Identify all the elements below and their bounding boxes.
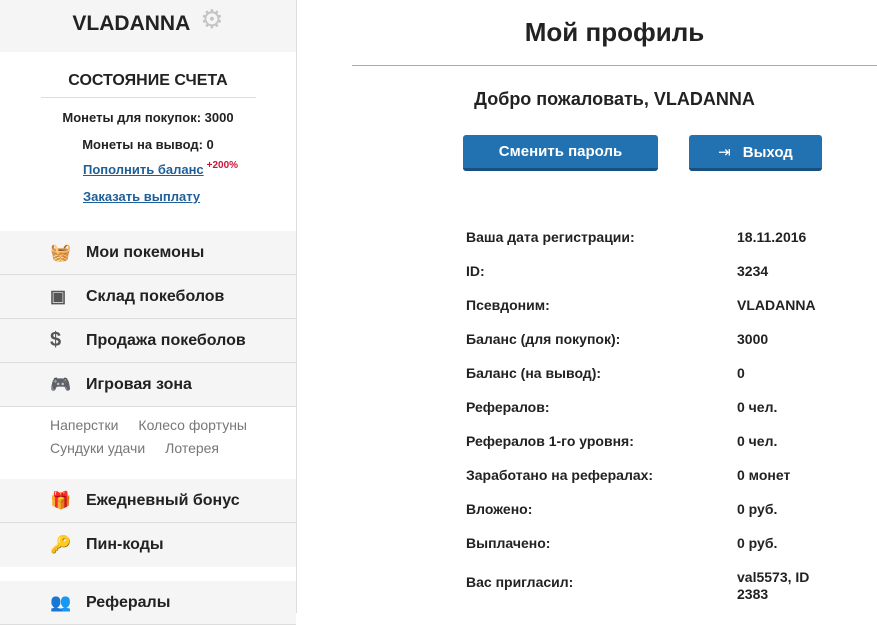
username: VLADANNA: [72, 12, 191, 35]
sidebar-item-pokeball-sale[interactable]: $ Продажа покеболов: [0, 319, 296, 363]
game-submenu: Наперстки Колесо фортуны Сундуки удачи Лот…: [0, 407, 296, 479]
gear-icon[interactable]: ⚙: [200, 3, 224, 34]
info-label: Вложено:: [466, 501, 533, 517]
info-value: 0 руб.: [737, 535, 778, 551]
main-content: Мой профиль Добро пожаловать, VLADANNA С…: [352, 0, 877, 602]
sidebar-item-label: Мои покемоны: [86, 243, 205, 261]
info-label: Вас пригласил:: [466, 574, 574, 590]
info-label: Баланс (на вывод):: [466, 365, 602, 381]
sidebar-item-daily-bonus[interactable]: 🎁 Ежедневный бонус: [0, 479, 296, 523]
sidebar-item-referrals[interactable]: 👥 Рефералы: [0, 581, 296, 625]
info-value: 0 монет: [737, 467, 791, 483]
logout-icon: ⇥: [718, 143, 731, 161]
account-title: СОСТОЯНИЕ СЧЕТА: [40, 72, 256, 98]
account-status: СОСТОЯНИЕ СЧЕТА Монеты для покупок: 3000…: [0, 52, 296, 231]
game-link-thimbles[interactable]: Наперстки: [50, 417, 119, 433]
info-label: Баланс (для покупок):: [466, 331, 621, 347]
gift-icon: 🎁: [50, 490, 72, 510]
info-row: Вас пригласил: val5573, ID 2383: [466, 569, 837, 603]
info-label: ID:: [466, 263, 485, 279]
logout-label: Выход: [742, 143, 793, 161]
info-value: 0 руб.: [737, 501, 778, 517]
info-row: Рефералов 1-го уровня: 0 чел.: [466, 433, 837, 467]
sidebar-item-label: Рефералы: [86, 593, 171, 611]
sidebar-item-game-zone[interactable]: 🎮 Игровая зона: [0, 363, 296, 407]
sidebar-item-label: Продажа покеболов: [86, 331, 246, 349]
info-value: 3234: [737, 263, 769, 279]
info-row: Вложено: 0 руб.: [466, 501, 837, 535]
info-label: Заработано на рефералах:: [466, 467, 654, 483]
info-row: Выплачено: 0 руб.: [466, 535, 837, 569]
sidebar-item-my-pokemons[interactable]: 🧺 Мои покемоны: [0, 231, 296, 275]
info-row: Ваша дата регистрации: 18.11.2016: [466, 229, 837, 263]
game-link-lottery[interactable]: Лотерея: [165, 440, 220, 456]
coins-buy: Монеты для покупок: 3000: [62, 110, 234, 125]
sidebar-item-label: Ежедневный бонус: [86, 491, 240, 509]
gamepad-icon: 🎮: [50, 374, 72, 394]
info-label: Рефералов:: [466, 399, 550, 415]
change-password-button[interactable]: Сменить пароль: [463, 135, 658, 171]
info-value: 0 чел.: [737, 399, 778, 415]
info-value: 0: [737, 365, 745, 381]
info-row: Рефералов: 0 чел.: [466, 399, 837, 433]
game-link-chests[interactable]: Сундуки удачи: [50, 440, 146, 456]
sidebar: VLADANNA ⚙ СОСТОЯНИЕ СЧЕТА Монеты для по…: [0, 0, 297, 625]
basket-icon: 🧺: [50, 242, 72, 262]
box-icon: ▣: [50, 286, 67, 306]
logout-button[interactable]: ⇥ Выход: [689, 135, 822, 171]
topup-badge: +200%: [206, 159, 239, 171]
user-header: VLADANNA ⚙: [0, 0, 296, 52]
info-label: Рефералов 1-го уровня:: [466, 433, 634, 449]
page-title: Мой профиль: [352, 0, 877, 66]
coins-out: Монеты на вывод: 0: [82, 137, 214, 152]
info-value: 3000: [737, 331, 769, 347]
game-link-wheel[interactable]: Колесо фортуны: [138, 417, 247, 433]
info-row: Псевдоним: VLADANNA: [466, 297, 837, 331]
sidebar-item-pin-codes[interactable]: 🔑 Пин-коды: [0, 523, 296, 567]
info-value: VLADANNA: [737, 297, 816, 313]
profile-info: Ваша дата регистрации: 18.11.2016 ID: 3234 П…: [466, 229, 837, 603]
dollar-icon: $: [50, 329, 62, 351]
info-row: ID: 3234: [466, 263, 837, 297]
sidebar-item-pokeball-storage[interactable]: ▣ Склад покеболов: [0, 275, 296, 319]
sidebar-item-label: Склад покеболов: [86, 287, 225, 305]
payout-link[interactable]: Заказать выплату: [83, 189, 201, 204]
info-label: Псевдоним:: [466, 297, 550, 313]
info-row: Баланс (на вывод): 0: [466, 365, 837, 399]
sidebar-item-label: Пин-коды: [86, 536, 164, 553]
info-row: Баланс (для покупок): 3000: [466, 331, 837, 365]
sidebar-item-label: Игровая зона: [86, 375, 192, 393]
welcome-text: Добро пожаловать, VLADANNA: [474, 89, 755, 109]
info-label: Выплачено:: [466, 535, 551, 551]
topup-link[interactable]: Пополнить баланс: [83, 162, 204, 177]
users-icon: 👥: [50, 592, 72, 612]
info-value: val5573, ID 2383: [737, 569, 810, 602]
info-row: Заработано на рефералах: 0 монет: [466, 467, 837, 501]
key-icon: 🔑: [50, 535, 72, 554]
info-value: 18.11.2016: [737, 229, 807, 245]
info-value: 0 чел.: [737, 433, 778, 449]
info-label: Ваша дата регистрации:: [466, 229, 635, 245]
